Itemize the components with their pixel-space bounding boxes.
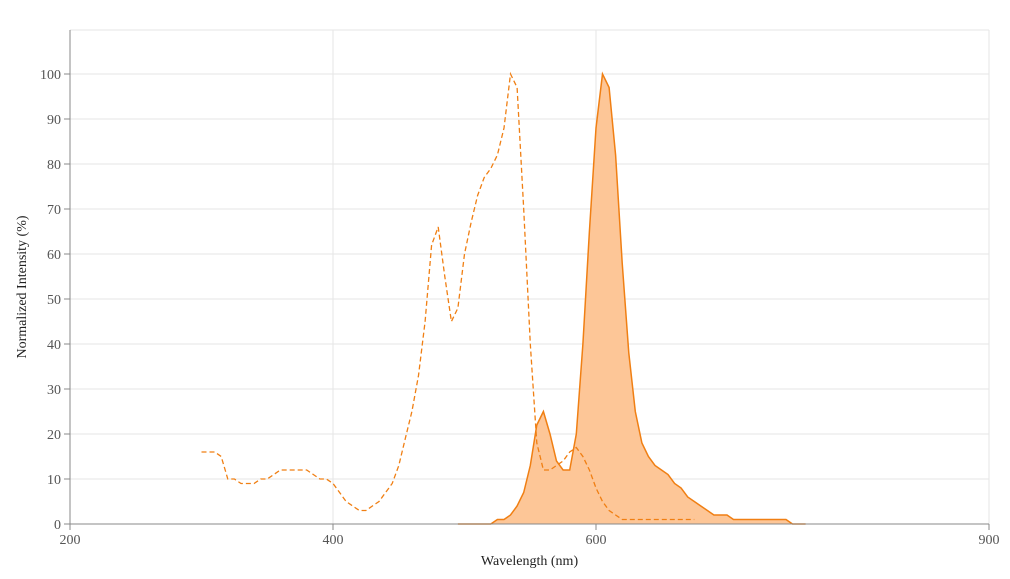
emission-area [457, 74, 806, 524]
axes: 0 10 20 30 40 50 60 70 80 90 100 200 400 600 900 [40, 30, 1000, 548]
x-axis-title: Wavelength (nm) [481, 554, 579, 569]
y-tick-label: 80 [47, 158, 61, 173]
series-group [201, 71, 806, 525]
y-axis-title: Normalized Intensity (%) [15, 215, 30, 358]
y-tick-label: 60 [47, 248, 61, 263]
grid-lines [69, 29, 990, 525]
y-tick-label: 40 [47, 338, 61, 353]
x-tick-label: 400 [323, 533, 344, 548]
y-tick-label: 20 [47, 428, 61, 443]
y-tick-label: 100 [40, 68, 61, 83]
emission-line [457, 71, 806, 525]
y-tick-label: 50 [47, 293, 61, 308]
y-tick-label: 0 [54, 518, 61, 533]
x-tick-label: 200 [60, 533, 81, 548]
y-tick-label: 90 [47, 113, 61, 128]
y-tick-label: 10 [47, 473, 61, 488]
excitation-line [201, 71, 695, 521]
x-tick-label: 600 [586, 533, 607, 548]
y-tick-label: 30 [47, 383, 61, 398]
y-tick-label: 70 [47, 203, 61, 218]
x-tick-label: 900 [979, 533, 1000, 548]
